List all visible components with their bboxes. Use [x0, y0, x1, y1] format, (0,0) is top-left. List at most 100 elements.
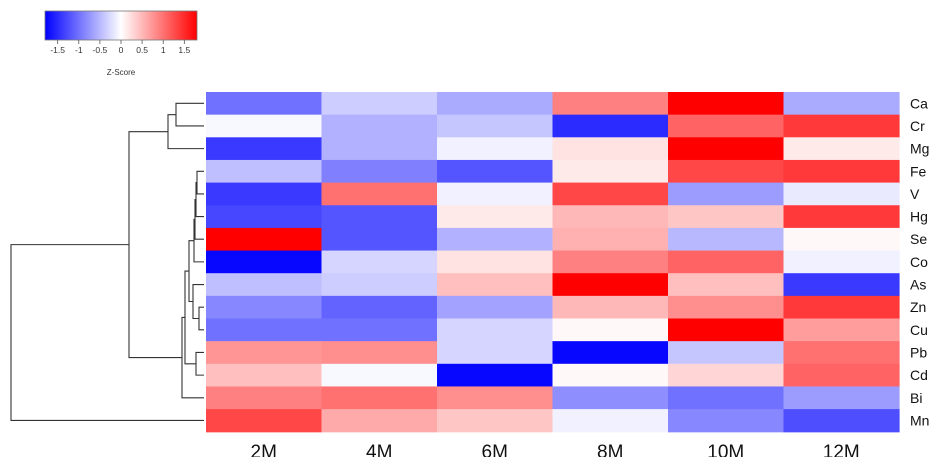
heatmap-cell-fe-4m — [321, 159, 438, 184]
heatmap-cell-pb-6m — [437, 341, 554, 365]
heatmap-cell-fe-8m — [552, 159, 669, 184]
heatmap-cell-hg-12m — [783, 205, 900, 229]
heatmap-cell-co-6m — [437, 250, 554, 274]
column-label: 2M — [251, 442, 277, 457]
heatmap-cell-fe-12m — [783, 159, 900, 184]
row-label: Mn — [910, 412, 929, 428]
heatmap-cell-zn-12m — [783, 295, 900, 320]
color-key-tick-label: -1 — [75, 45, 83, 55]
heatmap-cell-as-10m — [668, 273, 785, 297]
color-key-tick-label: -1.5 — [50, 45, 65, 55]
heatmap-cell-cu-10m — [668, 318, 785, 342]
heatmap-cell-pb-10m — [668, 341, 785, 365]
heatmap-cell-mg-12m — [783, 137, 900, 161]
heatmap-cell-ca-4m — [321, 92, 438, 116]
heatmap-cell-se-6m — [437, 227, 554, 252]
heatmap-cell-zn-2m — [206, 295, 323, 320]
heatmap-cell-bi-4m — [321, 386, 438, 410]
heatmap-cell-bi-6m — [437, 386, 554, 410]
heatmap-cell-as-4m — [321, 273, 438, 297]
color-key-bar — [44, 10, 198, 41]
heatmap-cells — [206, 92, 900, 433]
heatmap-cell-cd-6m — [437, 363, 554, 388]
heatmap-cell-cu-2m — [206, 318, 323, 342]
column-labels: 2M 4M 6M 8M 10M 12M — [251, 442, 860, 457]
color-key-tick-label: 0 — [119, 45, 124, 55]
heatmap-cell-se-12m — [783, 227, 900, 252]
heatmap-cell-ca-2m — [206, 92, 323, 116]
heatmap-cell-cr-12m — [783, 114, 900, 138]
heatmap-cell-co-8m — [552, 250, 669, 274]
heatmap-cell-mn-12m — [783, 409, 900, 433]
dendrogram-branch — [128, 131, 182, 359]
heatmap-cell-pb-12m — [783, 341, 900, 365]
heatmap-cell-hg-2m — [206, 205, 323, 229]
heatmap-cell-fe-2m — [206, 159, 323, 184]
heatmap-cell-ca-8m — [552, 92, 669, 116]
column-label: 10M — [707, 442, 744, 457]
color-key: -1.5 -1 -0.5 0 0.5 1 1.5 Z-Score — [44, 10, 198, 77]
heatmap-cell-pb-8m — [552, 341, 669, 365]
heatmap-cell-as-8m — [552, 273, 669, 297]
heatmap-cell-mn-10m — [668, 409, 785, 433]
heatmap-cell-cr-10m — [668, 114, 785, 138]
color-key-title: Z-Score — [107, 68, 136, 77]
heatmap-cell-hg-8m — [552, 205, 669, 229]
heatmap-cell-mn-4m — [321, 409, 438, 433]
heatmap-cell-se-2m — [206, 227, 323, 252]
heatmap-cell-mn-2m — [206, 409, 323, 433]
row-label: Pb — [910, 344, 927, 360]
heatmap-cell-mg-6m — [437, 137, 554, 161]
heatmap-cell-co-2m — [206, 250, 323, 274]
row-label: Bi — [910, 390, 922, 406]
column-label: 12M — [823, 442, 860, 457]
heatmap-cell-co-12m — [783, 250, 900, 274]
heatmap-cell-mg-2m — [206, 137, 323, 161]
heatmap-cell-zn-4m — [321, 295, 438, 320]
heatmap-cell-se-10m — [668, 227, 785, 252]
heatmap-cell-zn-10m — [668, 295, 785, 320]
dendrogram-branch — [167, 114, 204, 150]
heatmap-cell-cr-2m — [206, 114, 323, 138]
row-label: Co — [910, 254, 928, 270]
heatmap-cell-mn-8m — [552, 409, 669, 433]
heatmap-cell-v-8m — [552, 182, 669, 206]
heatmap-cell-bi-10m — [668, 386, 785, 410]
heatmap-cell-mn-6m — [437, 409, 554, 433]
dendrogram-branch — [196, 170, 204, 195]
heatmap-cell-cd-12m — [783, 363, 900, 388]
row-label: Cr — [910, 118, 925, 134]
heatmap-cell-v-2m — [206, 182, 323, 206]
heatmap-cell-bi-12m — [783, 386, 900, 410]
heatmap-cell-hg-6m — [437, 205, 554, 229]
heatmap-cell-v-6m — [437, 182, 554, 206]
row-dendrogram — [10, 102, 204, 421]
heatmap-cell-cd-10m — [668, 363, 785, 388]
heatmap-cell-fe-6m — [437, 159, 554, 184]
heatmap-cell-fe-10m — [668, 159, 785, 184]
row-label: As — [910, 277, 926, 293]
row-label: V — [910, 186, 920, 202]
heatmap-cell-as-6m — [437, 273, 554, 297]
heatmap-cell-cu-8m — [552, 318, 669, 342]
dendrogram-branch — [195, 351, 204, 376]
heatmap-cell-cu-12m — [783, 318, 900, 342]
color-key-tick-label: 0.5 — [136, 45, 148, 55]
heatmap-cell-mg-4m — [321, 137, 438, 161]
row-label: Se — [910, 231, 927, 247]
dendrogram-branch — [175, 102, 204, 127]
heatmap-cell-ca-12m — [783, 92, 900, 116]
heatmap-cell-v-10m — [668, 182, 785, 206]
heatmap-cell-cd-2m — [206, 363, 323, 388]
color-key-tick-label: -0.5 — [93, 45, 108, 55]
heatmap-cell-mg-10m — [668, 137, 785, 161]
row-label: Zn — [910, 299, 926, 315]
row-labels: Ca Cr Mg Fe V Hg Se Co As Zn Cu Pb Cd Bi Mn — [910, 95, 929, 428]
row-label: Cd — [910, 367, 928, 383]
heatmap-cell-cd-4m — [321, 363, 438, 388]
row-label: Mg — [910, 141, 929, 157]
column-label: 4M — [366, 442, 392, 457]
column-label: 6M — [482, 442, 508, 457]
row-label: Ca — [910, 95, 928, 111]
